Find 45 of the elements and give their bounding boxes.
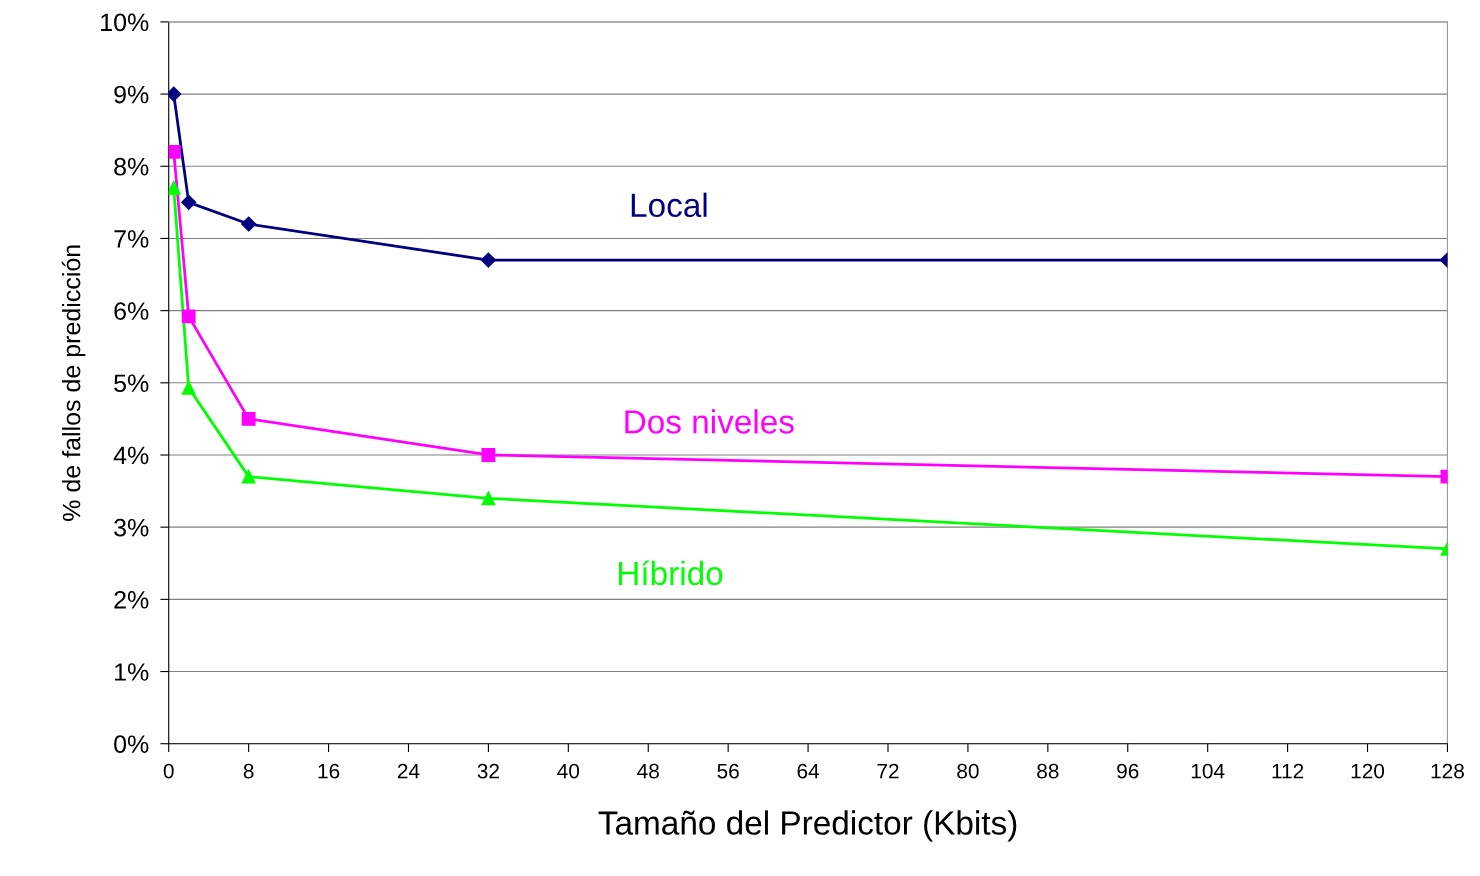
series-label: Local bbox=[631, 192, 707, 218]
x-tick-label: 32 bbox=[477, 763, 499, 779]
y-tick-label: 5% bbox=[114, 374, 149, 393]
x-tick-label: 112 bbox=[1272, 763, 1304, 779]
y-tick-label: 1% bbox=[115, 663, 149, 681]
x-tick-label: 88 bbox=[1037, 763, 1059, 779]
point bbox=[168, 144, 181, 159]
y-tick-label: 3% bbox=[114, 518, 149, 537]
x-tick-label: 16 bbox=[318, 763, 340, 779]
series-label: Dos niveles bbox=[625, 409, 794, 434]
y-tick-label: 0% bbox=[114, 735, 149, 754]
x-tick-label: 48 bbox=[637, 763, 659, 779]
y-tick-label: 8% bbox=[114, 157, 149, 176]
x-axis-title: Tamaño del Predictor (Kbits) bbox=[598, 810, 1017, 842]
y-tick-label: 9% bbox=[114, 85, 149, 104]
x-tick-label: 40 bbox=[557, 763, 580, 779]
point bbox=[241, 216, 257, 232]
x-tick-label: 56 bbox=[717, 763, 739, 779]
y-tick-label: 2% bbox=[114, 590, 149, 609]
point bbox=[481, 448, 496, 462]
x-tick-label: 120 bbox=[1351, 763, 1385, 779]
point bbox=[241, 411, 256, 426]
x-tick-label: 80 bbox=[957, 763, 979, 779]
x-tick-label: 24 bbox=[397, 763, 420, 779]
x-tick-label: 64 bbox=[797, 763, 820, 779]
x-tick-label: 0 bbox=[163, 763, 174, 779]
point bbox=[181, 194, 197, 210]
point bbox=[480, 252, 496, 268]
point bbox=[168, 86, 182, 102]
y-axis-title: % de fallos de predicción bbox=[61, 245, 86, 521]
x-tick-label: 128 bbox=[1431, 763, 1464, 779]
x-tick-label: 72 bbox=[877, 763, 899, 779]
point bbox=[181, 309, 196, 324]
x-tick-label: 104 bbox=[1191, 763, 1225, 779]
x-tick-label: 8 bbox=[243, 763, 254, 779]
point bbox=[168, 180, 181, 195]
x-tick-label: 96 bbox=[1117, 763, 1139, 779]
y-tick-label: 10% bbox=[101, 13, 149, 32]
y-tick-label: 7% bbox=[114, 230, 149, 248]
y-tick-label: 4% bbox=[113, 446, 149, 465]
point bbox=[181, 380, 196, 395]
point bbox=[241, 469, 256, 484]
point bbox=[481, 491, 496, 506]
y-tick-label: 6% bbox=[114, 302, 149, 320]
series-label: Híbrido bbox=[619, 560, 723, 586]
